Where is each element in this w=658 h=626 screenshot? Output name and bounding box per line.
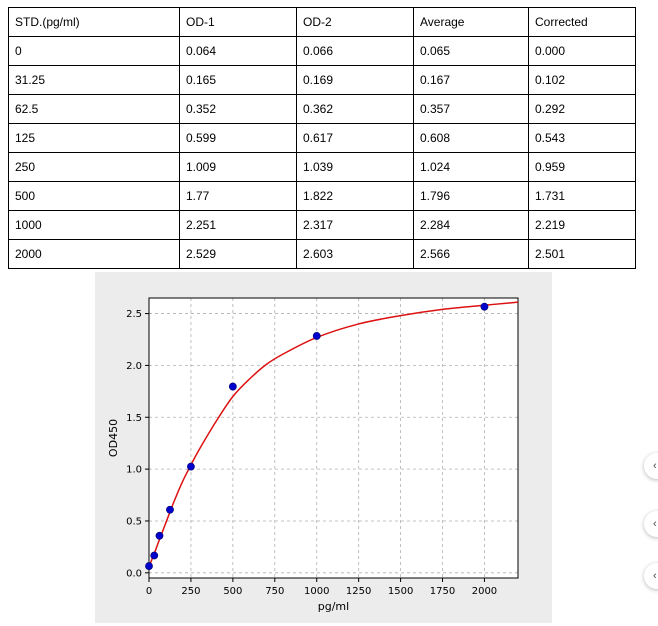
table-cell: 500 — [8, 181, 180, 211]
table-cell: 0.167 — [413, 65, 529, 95]
data-point — [228, 382, 237, 391]
table-cell: 1000 — [8, 210, 180, 240]
table-cell: 1.731 — [528, 181, 636, 211]
table-cell: 0.352 — [179, 94, 297, 124]
table-cell: 0.357 — [413, 94, 529, 124]
table-cell: 0.599 — [179, 123, 297, 153]
chevron-left-icon: ‹ — [653, 460, 657, 472]
side-panel-button-1[interactable]: ‹ — [644, 453, 658, 479]
x-tick-label: 0 — [146, 586, 152, 597]
table-cell: 0.292 — [528, 94, 636, 124]
table-cell: 2.219 — [528, 210, 636, 240]
table-cell: 2.251 — [179, 210, 297, 240]
table-row: 0 0.064 0.066 0.065 0.000 — [8, 36, 636, 66]
data-point — [155, 531, 164, 540]
y-tick-label: 0.0 — [126, 568, 142, 579]
chart-svg: 0 250 500 750 1000 1250 1500 1750 2000 0.0 0.5 1.0 1… — [107, 297, 519, 613]
side-panel-button-3[interactable]: ‹ — [644, 563, 658, 589]
table-row: 1000 2.251 2.317 2.284 2.219 — [8, 210, 636, 240]
table-cell: 0.543 — [528, 123, 636, 153]
table-cell: 0.064 — [179, 36, 297, 66]
table-cell: 0 — [8, 36, 180, 66]
x-tick-label: 750 — [265, 586, 284, 597]
y-axis-label: OD450 — [107, 419, 120, 457]
table-cell: 2.284 — [413, 210, 529, 240]
table-cell: 0.617 — [296, 123, 414, 153]
table-row: 250 1.009 1.039 1.024 0.959 — [8, 152, 636, 182]
y-tick-label: 0.5 — [126, 516, 142, 527]
chevron-left-icon: ‹ — [653, 518, 657, 530]
table-header-cell: STD.(pg/ml) — [8, 7, 180, 37]
table-cell: 0.102 — [528, 65, 636, 95]
table-cell: 2.317 — [296, 210, 414, 240]
table-cell: 2000 — [8, 239, 180, 269]
y-tick-label: 1.5 — [126, 413, 142, 424]
side-panel-button-2[interactable]: ‹ — [644, 511, 658, 537]
table-row: 125 0.599 0.617 0.608 0.543 — [8, 123, 636, 153]
table-header-cell: OD-2 — [296, 7, 414, 37]
x-tick-label: 250 — [181, 586, 200, 597]
table-cell: 1.039 — [296, 152, 414, 182]
table-cell: 2.501 — [528, 239, 636, 269]
table-header-row: STD.(pg/ml) OD-1 OD-2 Average Corrected — [8, 7, 636, 37]
standard-curve-chart: 0 250 500 750 1000 1250 1500 1750 2000 0.0 0.5 1.0 1… — [95, 272, 552, 623]
table-header-cell: Corrected — [528, 7, 636, 37]
fit-curve-line — [148, 301, 519, 567]
x-axis-label: pg/ml — [318, 600, 349, 613]
table-row: 31.25 0.165 0.169 0.167 0.102 — [8, 65, 636, 95]
table-cell: 2.566 — [413, 239, 529, 269]
x-tick-label: 1750 — [430, 586, 455, 597]
y-tick-label: 1.0 — [126, 465, 142, 476]
x-tick-label: 500 — [223, 586, 242, 597]
table-cell: 2.529 — [179, 239, 297, 269]
plot-frame — [148, 297, 519, 579]
table-cell: 0.165 — [179, 65, 297, 95]
table-cell: 0.000 — [528, 36, 636, 66]
table-cell: 1.822 — [296, 181, 414, 211]
table-row: 2000 2.529 2.603 2.566 2.501 — [8, 239, 636, 269]
data-point — [150, 551, 159, 560]
table-cell: 250 — [8, 152, 180, 182]
y-tick-label: 2.0 — [126, 361, 142, 372]
table-cell: 1.796 — [413, 181, 529, 211]
table-cell: 0.608 — [413, 123, 529, 153]
data-point — [312, 332, 321, 340]
table-row: 500 1.77 1.822 1.796 1.731 — [8, 181, 636, 211]
table-header-cell: Average — [413, 7, 529, 37]
table-row: 62.5 0.352 0.362 0.357 0.292 — [8, 94, 636, 124]
table-cell: 1.009 — [179, 152, 297, 182]
table-cell: 62.5 — [8, 94, 180, 124]
table-cell: 2.603 — [296, 239, 414, 269]
table-cell: 1.024 — [413, 152, 529, 182]
table-header-cell: OD-1 — [179, 7, 297, 37]
data-point — [480, 302, 489, 311]
table-cell: 0.065 — [413, 36, 529, 66]
data-point — [187, 462, 195, 471]
y-tick-label: 2.5 — [126, 309, 142, 320]
table-cell: 0.169 — [296, 65, 414, 95]
x-tick-label: 1500 — [388, 586, 413, 597]
table-cell: 125 — [8, 123, 180, 153]
standards-table: STD.(pg/ml) OD-1 OD-2 Average Corrected 0 0.06… — [8, 7, 636, 269]
data-point — [166, 505, 174, 514]
table-cell: 0.066 — [296, 36, 414, 66]
data-point — [145, 562, 153, 570]
table-cell: 31.25 — [8, 65, 180, 95]
plot-area — [149, 298, 518, 578]
x-tick-label: 1000 — [304, 586, 329, 597]
x-tick-label: 2000 — [472, 586, 497, 597]
table-cell: 1.77 — [179, 181, 297, 211]
x-tick-label: 1250 — [346, 586, 371, 597]
table-cell: 0.362 — [296, 94, 414, 124]
chevron-left-icon: ‹ — [653, 570, 657, 582]
table-cell: 0.959 — [528, 152, 636, 182]
